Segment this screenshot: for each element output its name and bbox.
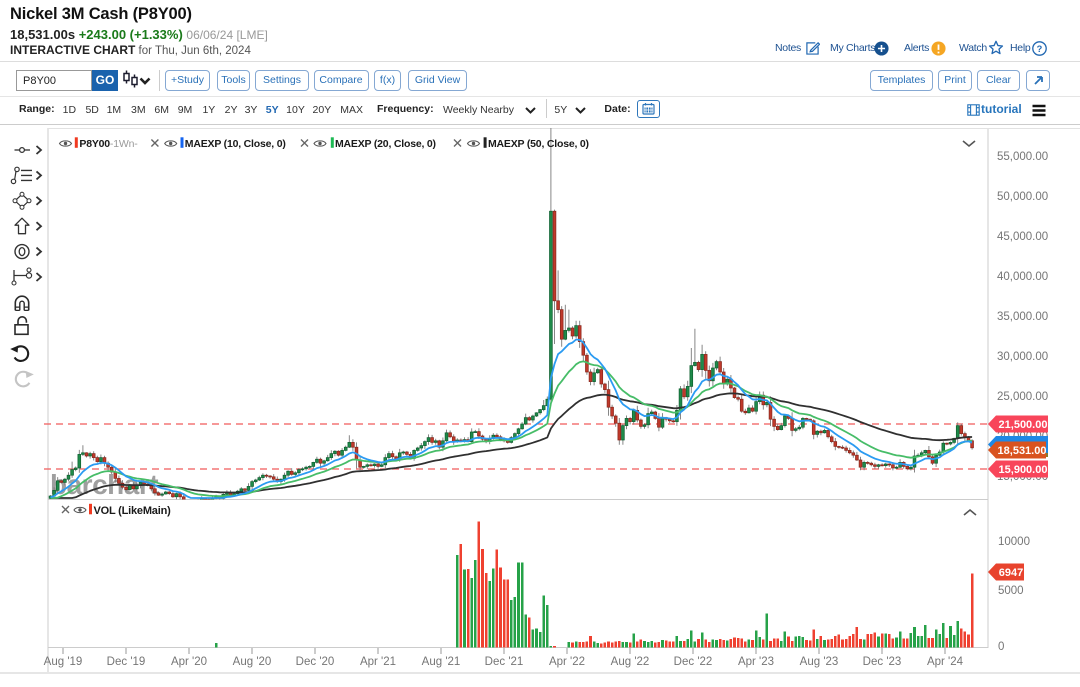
svg-text:45,000.00: 45,000.00 — [997, 231, 1048, 243]
svg-text:Aug '21: Aug '21 — [422, 656, 461, 668]
svg-text:Dec '19: Dec '19 — [107, 656, 146, 668]
svg-text:Dec '21: Dec '21 — [485, 656, 524, 668]
svg-text:Apr '21: Apr '21 — [360, 656, 396, 668]
svg-text:Apr '20: Apr '20 — [171, 656, 207, 668]
svg-text:40,000.00: 40,000.00 — [997, 271, 1048, 283]
svg-text:55,000.00: 55,000.00 — [997, 151, 1048, 163]
svg-text:MAEXP (10, Close, 0): MAEXP (10, Close, 0) — [185, 138, 286, 150]
svg-text:Aug '22: Aug '22 — [611, 656, 650, 668]
svg-text:10000: 10000 — [998, 536, 1030, 548]
svg-text:P8Y00-1Wn-: P8Y00-1Wn- — [79, 138, 138, 150]
svg-text:0: 0 — [998, 641, 1004, 653]
svg-text:5000: 5000 — [998, 585, 1024, 597]
svg-text:?: ? — [1037, 44, 1043, 54]
svg-text:Aug '23: Aug '23 — [800, 656, 839, 668]
svg-text:Apr '22: Apr '22 — [549, 656, 585, 668]
svg-text:35,000.00: 35,000.00 — [997, 311, 1048, 323]
svg-text:Aug '20: Aug '20 — [233, 656, 272, 668]
svg-text:21,500.00: 21,500.00 — [999, 419, 1048, 431]
svg-text:15,900.00: 15,900.00 — [999, 464, 1048, 476]
svg-text:50,000.00: 50,000.00 — [997, 191, 1048, 203]
svg-text:25,000.00: 25,000.00 — [997, 391, 1048, 403]
svg-text:Apr '24: Apr '24 — [927, 656, 964, 668]
svg-text:6947: 6947 — [999, 567, 1023, 579]
svg-text:Aug '19: Aug '19 — [44, 656, 83, 668]
svg-text:MAEXP (50, Close, 0): MAEXP (50, Close, 0) — [488, 138, 589, 150]
svg-text:18,531.00: 18,531.00 — [998, 445, 1047, 457]
svg-text:MAEXP (20, Close, 0): MAEXP (20, Close, 0) — [335, 138, 436, 150]
svg-text:Dec '22: Dec '22 — [674, 656, 713, 668]
svg-text:Apr '23: Apr '23 — [738, 656, 774, 668]
svg-text:Dec '20: Dec '20 — [296, 656, 335, 668]
svg-text:VOL (LikeMain): VOL (LikeMain) — [94, 505, 172, 517]
svg-text:30,000.00: 30,000.00 — [997, 351, 1048, 363]
svg-text:Dec '23: Dec '23 — [863, 656, 902, 668]
